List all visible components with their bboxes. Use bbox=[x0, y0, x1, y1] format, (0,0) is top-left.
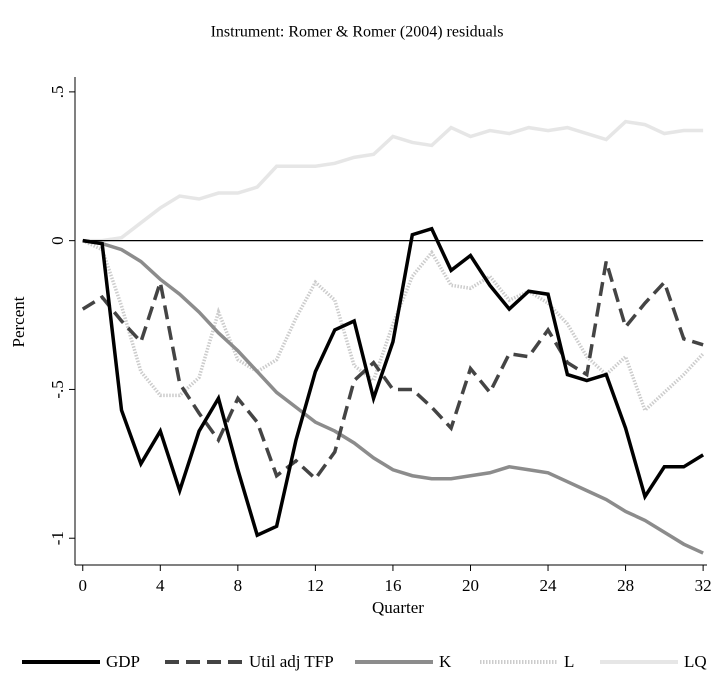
x-tick-label: 32 bbox=[695, 576, 712, 595]
legend-label: LQ bbox=[684, 652, 707, 671]
x-tick-label: 0 bbox=[79, 576, 88, 595]
y-tick-label: .5 bbox=[48, 86, 67, 99]
y-axis-label: Percent bbox=[9, 296, 28, 347]
x-tick-label: 8 bbox=[234, 576, 243, 595]
x-tick-label: 12 bbox=[307, 576, 324, 595]
y-tick-label: -1 bbox=[48, 531, 67, 545]
legend-label: GDP bbox=[106, 652, 140, 671]
y-tick-label: -.5 bbox=[48, 380, 67, 398]
series-line bbox=[82, 239, 705, 414]
x-tick-label: 28 bbox=[617, 576, 634, 595]
legend-label: L bbox=[564, 652, 574, 671]
series-line bbox=[82, 238, 704, 555]
x-tick-label: 4 bbox=[156, 576, 165, 595]
series-line bbox=[82, 226, 705, 538]
y-tick-label: 0 bbox=[48, 236, 67, 245]
legend-label: K bbox=[439, 652, 452, 671]
series-line bbox=[81, 260, 704, 482]
chart-title: Instrument: Romer & Romer (2004) residua… bbox=[211, 24, 504, 41]
x-tick-label: 24 bbox=[540, 576, 558, 595]
x-tick-label: 16 bbox=[384, 576, 401, 595]
series-line bbox=[82, 119, 704, 243]
x-tick-label: 20 bbox=[462, 576, 479, 595]
x-axis-label: Quarter bbox=[372, 598, 424, 617]
legend-label: Util adj TFP bbox=[249, 652, 334, 671]
